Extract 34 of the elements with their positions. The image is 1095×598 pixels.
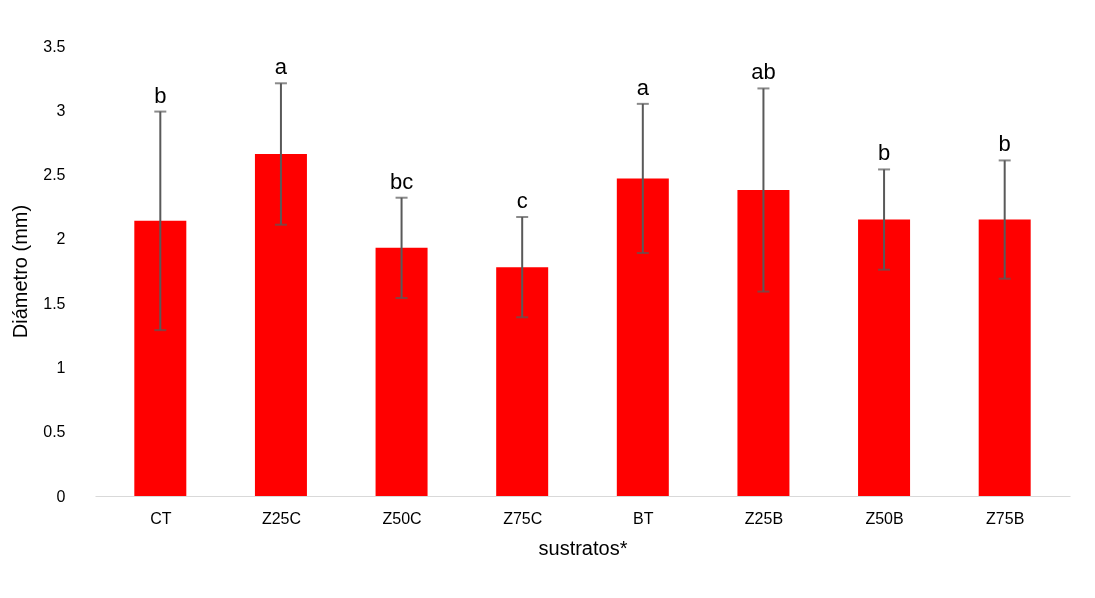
bar xyxy=(375,247,428,496)
bar xyxy=(616,178,669,496)
x-tick-label: Z25B xyxy=(744,509,784,527)
annotation: b xyxy=(877,140,891,166)
bar xyxy=(858,219,911,496)
y-tick-label: 1 xyxy=(56,358,66,376)
y-tick-label: 3 xyxy=(56,101,66,119)
y-axis-title: Diámetro (mm) xyxy=(9,204,32,339)
bar xyxy=(978,219,1031,496)
bar xyxy=(496,267,549,496)
x-axis-title: sustratos* xyxy=(538,536,628,559)
x-tick-label: Z75B xyxy=(986,509,1025,527)
bar xyxy=(254,154,307,496)
bar xyxy=(737,190,790,496)
x-tick-label: Z25C xyxy=(261,509,301,527)
annotation: c xyxy=(516,188,528,213)
annotation: bc xyxy=(389,168,414,194)
x-tick-label: Z50B xyxy=(865,509,904,527)
x-tick-label: Z50C xyxy=(382,509,422,527)
annotation: a xyxy=(274,54,288,80)
annotation: b xyxy=(154,82,167,108)
y-tick-label: 2 xyxy=(56,230,66,248)
bar xyxy=(134,220,187,496)
annotation: b xyxy=(998,131,1011,157)
y-tick-label: 2.5 xyxy=(43,166,66,184)
x-tick-label: BT xyxy=(633,509,654,527)
annotation: a xyxy=(636,74,650,100)
x-tick-label: Z75C xyxy=(503,509,543,527)
y-tick-label: 1.5 xyxy=(43,294,66,312)
x-tick-label: CT xyxy=(150,509,172,527)
annotation: ab xyxy=(751,59,776,85)
y-tick-label: 3.5 xyxy=(43,37,66,55)
y-tick-label: 0.5 xyxy=(43,423,66,441)
y-tick-label: 0 xyxy=(56,487,66,505)
